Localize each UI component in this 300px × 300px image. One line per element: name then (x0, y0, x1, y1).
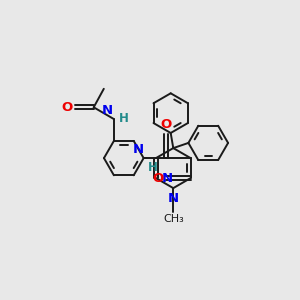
Text: O: O (153, 172, 164, 184)
Text: O: O (161, 118, 172, 131)
Text: H: H (119, 112, 129, 124)
Text: O: O (61, 101, 73, 114)
Text: N: N (102, 104, 113, 117)
Text: CH₃: CH₃ (163, 214, 184, 224)
Text: N: N (133, 143, 144, 156)
Text: N: N (162, 172, 173, 184)
Text: N: N (168, 192, 179, 205)
Text: H: H (148, 161, 158, 174)
